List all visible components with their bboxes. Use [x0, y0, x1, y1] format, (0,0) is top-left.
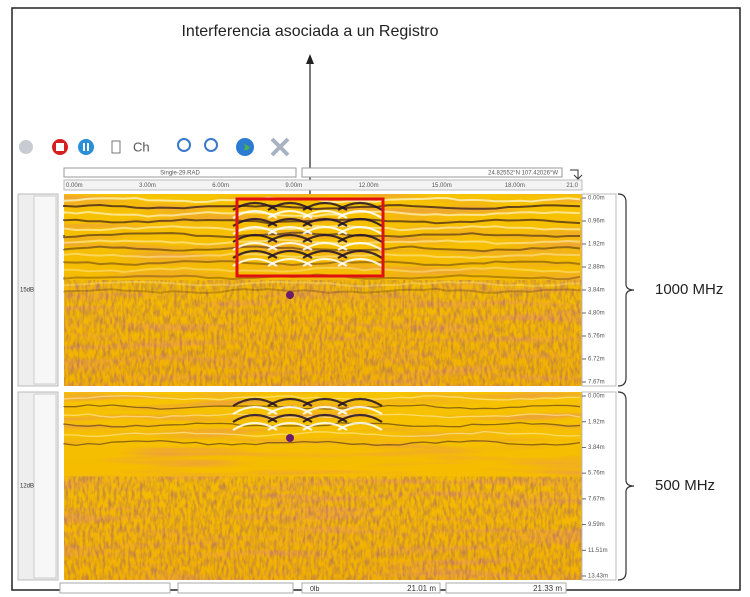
zoom-out[interactable] [177, 138, 191, 152]
depth-tick: 0.00m [588, 196, 605, 202]
coord-bar [301, 167, 563, 178]
reflection [63, 280, 581, 288]
gain-label: 12dB [20, 484, 34, 490]
depth-tick: 2.88m [588, 265, 605, 271]
pause-icon [87, 143, 89, 151]
status-value: 21.01 m [407, 584, 436, 593]
status-value: 0lb [310, 586, 319, 593]
depth-tick: 7.67m [588, 496, 605, 502]
arrow-head [306, 54, 314, 64]
file-name: Single-29.RAD [160, 171, 200, 177]
depth-tick: 4.80m [588, 311, 605, 317]
depth-tick: 3.84m [588, 288, 605, 294]
bracket-icon [570, 169, 583, 180]
distance-tick: 21.0 [566, 183, 578, 189]
status-field [445, 582, 567, 594]
toolbar: Ch [19, 137, 290, 157]
reflection [63, 224, 580, 232]
depth-tick: 9.59m [588, 522, 605, 528]
depth-tick: 5.76m [588, 334, 605, 340]
depth-tick: 1.92m [588, 419, 605, 425]
hyperbola [337, 397, 383, 407]
depth-tick: 7.67m [588, 380, 605, 386]
zoom-in[interactable] [204, 138, 218, 152]
reflection [63, 430, 581, 437]
reflection [63, 287, 581, 294]
channel-bracket [617, 391, 635, 581]
channel-label: 500 MHz [655, 477, 715, 494]
radargram-noise [64, 476, 582, 580]
status-field [59, 582, 171, 594]
status-value: 21.33 m [533, 584, 562, 593]
reflection [63, 260, 581, 267]
hyperbola [337, 241, 383, 251]
reflection [63, 210, 581, 218]
depth-tick: 0.96m [588, 219, 605, 225]
distance-tick: 3.00m [139, 183, 156, 189]
distance-tick: 18.00m [505, 183, 525, 189]
hyperbola [337, 421, 383, 431]
status-field [301, 582, 441, 594]
gain-slider[interactable] [33, 393, 57, 579]
tool-icon[interactable] [19, 140, 33, 154]
file-bar [63, 167, 297, 178]
channel-label: 1000 MHz [655, 281, 723, 298]
depth-tick: 5.76m [588, 471, 605, 477]
hyperbola [337, 201, 383, 211]
hyperbola [337, 405, 383, 415]
radargrams: 0.00m 0.96m 1.92m 2.88m 3.84m 4.80m 5.76m 6.72m… [20, 193, 723, 581]
close-button[interactable] [270, 137, 290, 157]
reflection [63, 231, 580, 239]
distance-tick: 15.00m [432, 183, 452, 189]
hyperbola [337, 225, 383, 235]
distance-tick: 9.00m [285, 183, 302, 189]
hyperbola [337, 413, 383, 423]
reflection [63, 266, 581, 274]
depth-ruler [581, 391, 617, 581]
stop-icon [56, 143, 64, 151]
distance-tick: 0.00m [66, 183, 83, 189]
reflection [63, 252, 581, 260]
hyperbola [337, 233, 383, 243]
depth-tick: 13.43m [588, 574, 608, 580]
gain-label: 15dB [20, 288, 34, 294]
pause-icon [83, 143, 85, 151]
status-field [177, 582, 294, 594]
distance-tick: 6.00m [212, 183, 229, 189]
reflection [63, 238, 581, 246]
pause-button[interactable] [78, 139, 94, 155]
distance-ruler [63, 179, 583, 191]
target-marker [286, 291, 294, 299]
highlight-box [235, 197, 385, 278]
hyperbola [337, 257, 383, 267]
radargram-noise [64, 280, 582, 386]
annotation: Interferencia asociada a un Registro [181, 23, 438, 40]
depth-tick: 1.92m [588, 242, 605, 248]
depth-tick: 6.72m [588, 357, 605, 363]
hyperbola [337, 217, 383, 227]
reflection [63, 245, 581, 253]
depth-tick: 11.51m [588, 548, 608, 554]
hyperbola [337, 249, 383, 259]
channel-button[interactable]: Ch [133, 139, 150, 154]
reflection [63, 203, 581, 211]
print-button[interactable] [111, 140, 121, 154]
distance-tick: 12.00m [359, 183, 379, 189]
distance-ticks: 0.00m 3.00m 6.00m 9.00m 12.00m 15.00m 18.00m 21… [66, 183, 579, 189]
gain-slider[interactable] [33, 195, 57, 385]
reflection [63, 421, 581, 428]
reflection [63, 439, 581, 447]
reflection [63, 395, 581, 401]
hyperbola [337, 209, 383, 219]
target-marker [286, 434, 294, 442]
depth-tick: 3.84m [588, 445, 605, 451]
coordinates: 24.82552°N 107.42026°W [488, 171, 558, 177]
depth-tick: 0.00m [588, 394, 605, 400]
globe-land [241, 142, 250, 151]
channel-bracket [617, 193, 635, 387]
